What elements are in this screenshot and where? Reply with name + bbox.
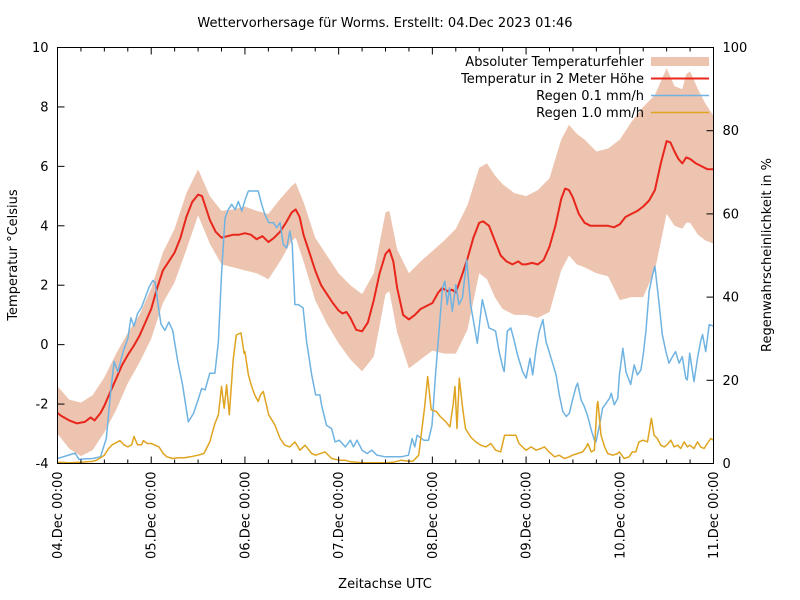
y-left-tick-label: 8: [40, 100, 48, 115]
x-axis-label: Zeitachse UTC: [338, 577, 432, 592]
legend-label-regen01: Regen 0.1 mm/h: [536, 89, 644, 104]
x-tick-label: 05.Dec 00:00: [145, 472, 160, 559]
x-tick-label: 08.Dec 00:00: [426, 472, 441, 559]
plot-frame: [57, 47, 714, 464]
x-tick-label: 11.Dec 00:00: [707, 472, 722, 559]
y-right-axis-label: Regenwahrscheinlichkeit in %: [760, 158, 775, 352]
y-left-tick-label: 0: [40, 338, 48, 353]
legend-label-regen10: Regen 1.0 mm/h: [536, 106, 644, 121]
temperature-line: [57, 140, 714, 425]
temperature-error-band-area: [57, 68, 714, 457]
y-left-tick-labels: -4 -2 0 2 4 6 8 10: [32, 41, 49, 472]
y-left-tick-label: -4: [36, 457, 49, 472]
y-right-tick-label: 80: [723, 124, 740, 139]
y-right-tick-labels: 0 20 40 60 80 100: [723, 41, 748, 472]
legend-label-temperatur: Temperatur in 2 Meter Höhe: [460, 72, 644, 87]
x-tick-labels: 04.Dec 00:00 05.Dec 00:00 06.Dec 00:00 07.D…: [51, 472, 722, 559]
x-tick-label: 07.Dec 00:00: [332, 472, 347, 559]
series-lines: [57, 140, 714, 464]
y-right-tick-label: 0: [723, 457, 731, 472]
legend-label-temperaturfehler: Absoluter Temperaturfehler: [465, 55, 644, 70]
x-tick-label: 04.Dec 00:00: [51, 472, 66, 559]
x-tick-label: 06.Dec 00:00: [238, 472, 253, 559]
y-left-tick-label: 4: [40, 219, 48, 234]
y-right-tick-label: 20: [723, 374, 740, 389]
y-left-tick-label: -2: [36, 398, 49, 413]
rain-10mm-line: [57, 332, 714, 464]
y-right-tick-label: 60: [723, 207, 740, 222]
rain-01mm-line: [57, 190, 714, 461]
y-right-tick-label: 100: [723, 41, 748, 56]
x-tick-label: 09.Dec 00:00: [520, 472, 535, 559]
y-left-tick-label: 6: [40, 160, 48, 175]
y-left-tick-label: 10: [32, 41, 49, 56]
y-left-axis-label: Temperatur °Celsius: [6, 189, 21, 322]
temperature-error-band: [57, 68, 714, 457]
legend: Absoluter Temperaturfehler Temperatur in…: [460, 55, 709, 121]
x-tick-label: 10.Dec 00:00: [613, 472, 628, 559]
y-right-tick-label: 40: [723, 291, 740, 306]
chart-title: Wettervorhersage für Worms. Erstellt: 04…: [197, 16, 572, 31]
legend-swatch-band: [651, 57, 709, 66]
y-left-tick-label: 2: [40, 279, 48, 294]
